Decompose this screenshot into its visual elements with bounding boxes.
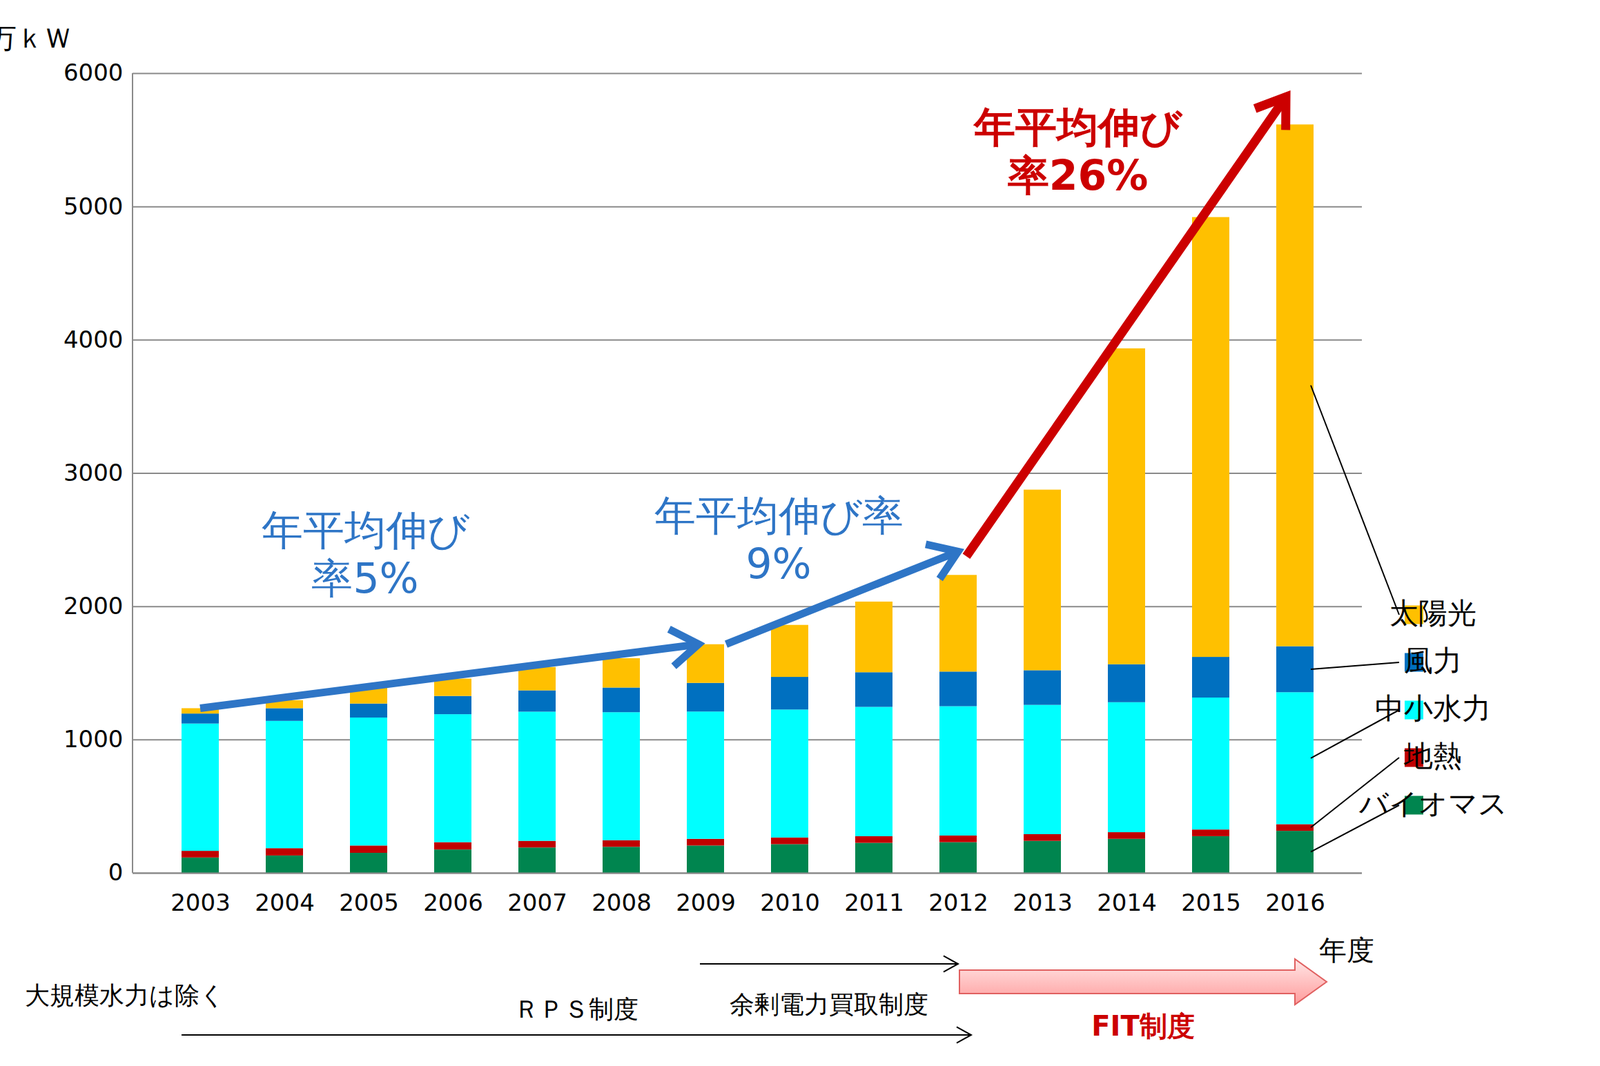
svg-text:2016: 2016 bbox=[1265, 889, 1326, 917]
svg-text:2008: 2008 bbox=[591, 889, 652, 917]
svg-text:ＲＰＳ制度: ＲＰＳ制度 bbox=[514, 995, 639, 1024]
svg-text:0: 0 bbox=[108, 858, 124, 887]
svg-text:1000: 1000 bbox=[63, 725, 124, 754]
svg-text:年平均伸び率9%: 年平均伸び率9% bbox=[654, 491, 904, 589]
svg-text:2014: 2014 bbox=[1096, 889, 1157, 917]
svg-text:年平均伸び率26%: 年平均伸び率26% bbox=[972, 102, 1184, 200]
svg-text:2005: 2005 bbox=[338, 889, 399, 917]
svg-text:2013: 2013 bbox=[1012, 889, 1073, 917]
svg-text:2012: 2012 bbox=[928, 889, 989, 917]
svg-text:2009: 2009 bbox=[675, 889, 736, 917]
svg-text:中小水力: 中小水力 bbox=[1374, 691, 1491, 726]
svg-text:FIT制度: FIT制度 bbox=[1091, 1010, 1195, 1043]
svg-text:6000: 6000 bbox=[63, 58, 124, 87]
svg-text:地熱: 地熱 bbox=[1403, 739, 1462, 774]
svg-text:2011: 2011 bbox=[844, 889, 905, 917]
svg-text:2004: 2004 bbox=[254, 889, 315, 917]
svg-text:2007: 2007 bbox=[507, 889, 568, 917]
svg-text:2003: 2003 bbox=[170, 889, 231, 917]
svg-text:4000: 4000 bbox=[63, 325, 124, 354]
svg-text:年平均伸び率5%: 年平均伸び率5% bbox=[261, 505, 471, 603]
svg-text:2000: 2000 bbox=[63, 592, 124, 620]
svg-text:風力: 風力 bbox=[1403, 644, 1462, 678]
svg-text:余剰電力買取制度: 余剰電力買取制度 bbox=[729, 990, 929, 1019]
svg-text:5000: 5000 bbox=[63, 192, 124, 221]
svg-text:万ｋＷ: 万ｋＷ bbox=[0, 22, 72, 54]
svg-text:バイオマス: バイオマス bbox=[1358, 786, 1508, 821]
svg-text:年度: 年度 bbox=[1319, 934, 1375, 967]
svg-text:2006: 2006 bbox=[423, 889, 484, 917]
svg-text:太陽光: 太陽光 bbox=[1389, 596, 1477, 631]
svg-text:2010: 2010 bbox=[759, 889, 821, 917]
svg-text:2015: 2015 bbox=[1181, 889, 1242, 917]
svg-text:3000: 3000 bbox=[63, 459, 124, 487]
svg-text:※ 大規模水力は除く: ※ 大規模水力は除く bbox=[0, 981, 226, 1010]
